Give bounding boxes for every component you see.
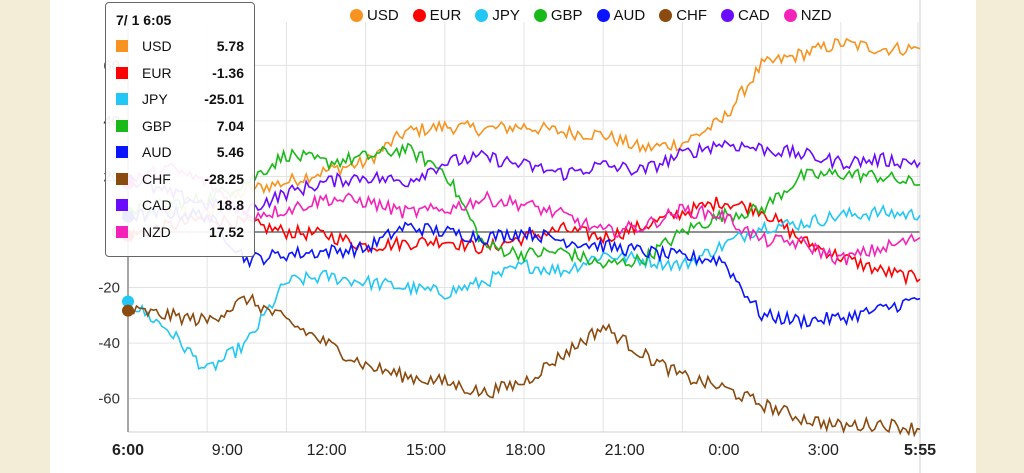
legend-label: AUD	[613, 6, 646, 24]
legend-swatch	[783, 8, 797, 22]
series-line-eur	[127, 196, 921, 287]
tooltip-row-jpy: JPY -25.01	[116, 86, 244, 113]
tooltip-swatch	[116, 146, 128, 159]
legend-swatch	[412, 8, 426, 22]
tooltip-currency: CAD	[142, 197, 172, 214]
series-line-nzd	[127, 162, 921, 266]
x-tick-label: 6:00	[112, 442, 144, 459]
tooltip-value: 18.8	[216, 197, 244, 214]
legend-item-usd[interactable]: USD	[350, 7, 399, 24]
x-tick-label: 9:00	[212, 442, 243, 459]
tooltip-swatch	[116, 119, 128, 132]
x-tick-label: 12:00	[307, 442, 347, 459]
tooltip-value: -1.36	[212, 64, 244, 81]
legend-swatch	[596, 8, 610, 22]
tooltip-row-gbp: GBP 7.04	[116, 113, 244, 140]
legend-item-eur[interactable]: EUR	[412, 6, 462, 24]
y-tick-label: -60	[98, 391, 120, 408]
hover-dot-chf	[122, 304, 134, 317]
tooltip-swatch	[116, 40, 128, 53]
series-line-aud	[127, 203, 921, 331]
legend-label: CAD	[738, 6, 770, 24]
tooltip-row-eur: EUR -1.36	[116, 60, 244, 87]
legend-label: CHF	[676, 6, 708, 24]
series-line-chf	[127, 293, 921, 438]
tooltip-currency: AUD	[142, 144, 172, 161]
legend-label: GBP	[550, 6, 583, 24]
tooltip-row-chf: CHF -28.25	[116, 166, 244, 193]
series-line-gbp	[127, 142, 921, 269]
tooltip-swatch	[116, 93, 128, 106]
tooltip-row-usd: USD 5.78	[116, 33, 244, 60]
tooltip-rows: USD 5.78 EUR -1.36 JPY -25.01 GBP 7.04 AUD 5.46 CH…	[116, 33, 244, 245]
tooltip-row-nzd: NZD 17.52	[116, 219, 244, 246]
series-line-cad	[127, 139, 921, 219]
y-tick-label: -20	[98, 280, 120, 297]
hover-dot-jpy	[122, 295, 134, 308]
legend-label: EUR	[429, 6, 462, 24]
chart-panel: 6040200-20-40-606:009:0012:0015:0018:002…	[50, 0, 976, 473]
tooltip-row-aud: AUD 5.46	[116, 139, 244, 166]
tooltip-currency: NZD	[142, 223, 171, 240]
x-tick-label: 0:00	[708, 442, 739, 459]
tooltip-value: -25.01	[204, 91, 244, 108]
tooltip-swatch	[116, 199, 128, 212]
tooltip-value: 5.46	[216, 144, 244, 161]
legend-item-aud[interactable]: AUD	[596, 6, 646, 24]
series-line-usd	[127, 37, 921, 221]
tooltip-currency: EUR	[142, 64, 172, 81]
legend-item-chf[interactable]: CHF	[659, 7, 707, 24]
tooltip-row-cad: CAD 18.8	[116, 192, 244, 219]
legend-item-jpy[interactable]: JPY	[475, 7, 520, 24]
tooltip-time: 7/ 1 6:05	[116, 12, 172, 28]
legend-item-gbp[interactable]: GBP	[533, 6, 583, 24]
x-tick-label: 3:00	[808, 442, 839, 459]
tooltip-currency: JPY	[142, 91, 168, 108]
legend-swatch	[350, 8, 363, 22]
hover-tooltip: 7/ 1 6:05 USD 5.78 EUR -1.36 JPY -25.01 GBP 7.0…	[105, 2, 255, 257]
legend-label: USD	[367, 6, 399, 24]
chart-legend: USD EUR JPY GBP AUD CHF CAD NZD	[350, 4, 832, 26]
legend-item-nzd[interactable]: NZD	[783, 6, 832, 24]
tooltip-swatch	[116, 66, 128, 79]
legend-swatch	[721, 8, 735, 22]
legend-label: NZD	[800, 6, 832, 24]
tooltip-value: 17.52	[208, 223, 244, 240]
legend-label: JPY	[492, 6, 520, 24]
tooltip-value: 5.78	[216, 38, 244, 55]
tooltip-swatch	[116, 172, 128, 185]
legend-swatch	[475, 8, 489, 22]
tooltip-currency: GBP	[142, 117, 172, 134]
legend-swatch	[533, 8, 547, 22]
legend-item-cad[interactable]: CAD	[721, 7, 770, 24]
tooltip-currency: USD	[142, 38, 172, 55]
tooltip-value: -28.25	[204, 170, 244, 187]
x-tick-label: 15:00	[406, 442, 446, 459]
x-tick-label: 5:55	[904, 442, 936, 459]
x-tick-label: 21:00	[605, 442, 645, 459]
x-tick-label: 18:00	[505, 442, 545, 459]
tooltip-currency: CHF	[142, 170, 171, 187]
tooltip-value: 7.04	[216, 117, 244, 134]
y-tick-label: -40	[98, 335, 120, 352]
tooltip-swatch	[116, 225, 128, 238]
legend-swatch	[659, 8, 673, 22]
